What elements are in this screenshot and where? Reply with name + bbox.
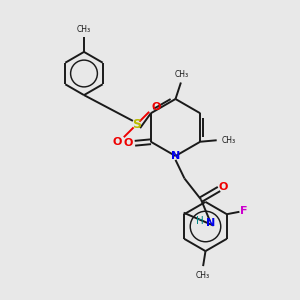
Text: O: O xyxy=(124,138,133,148)
Text: N: N xyxy=(206,218,215,228)
Text: O: O xyxy=(151,102,160,112)
Text: F: F xyxy=(241,206,248,216)
Text: CH₃: CH₃ xyxy=(175,70,189,79)
Text: CH₃: CH₃ xyxy=(196,271,210,280)
Text: CH₃: CH₃ xyxy=(222,136,236,145)
Text: S: S xyxy=(132,118,141,131)
Text: O: O xyxy=(219,182,228,192)
Text: O: O xyxy=(112,137,122,147)
Text: H: H xyxy=(196,216,204,226)
Text: CH₃: CH₃ xyxy=(77,25,91,34)
Text: N: N xyxy=(171,151,180,161)
